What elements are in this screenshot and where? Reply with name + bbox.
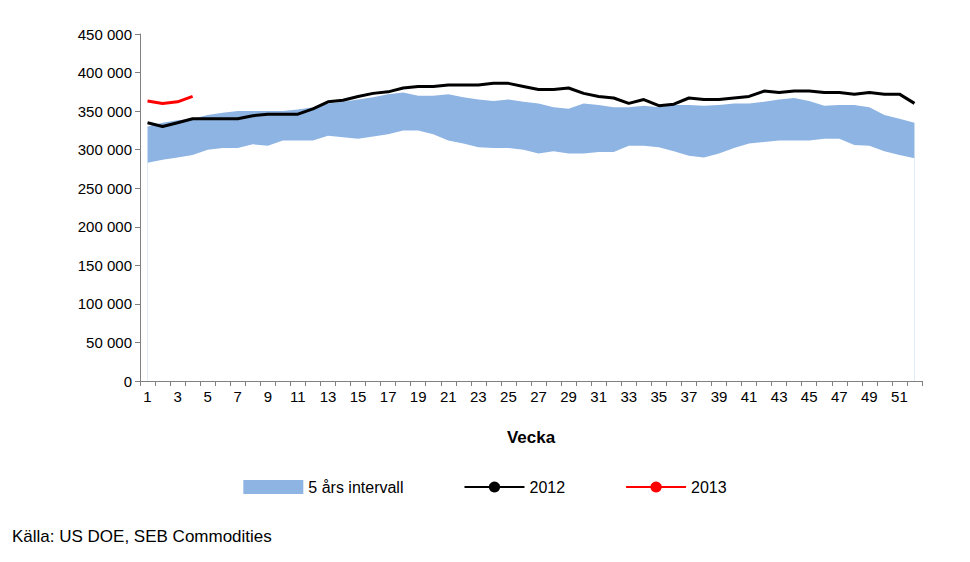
svg-text:1: 1 bbox=[143, 388, 151, 405]
svg-text:200 000: 200 000 bbox=[78, 218, 132, 235]
svg-text:150 000: 150 000 bbox=[78, 257, 132, 274]
svg-text:350 000: 350 000 bbox=[78, 103, 132, 120]
svg-text:23: 23 bbox=[470, 388, 487, 405]
svg-text:5 års intervall: 5 års intervall bbox=[308, 479, 403, 496]
svg-text:25: 25 bbox=[500, 388, 517, 405]
svg-text:300 000: 300 000 bbox=[78, 141, 132, 158]
svg-text:15: 15 bbox=[350, 388, 367, 405]
svg-text:33: 33 bbox=[620, 388, 637, 405]
svg-text:41: 41 bbox=[741, 388, 758, 405]
svg-text:13: 13 bbox=[320, 388, 337, 405]
svg-text:100 000: 100 000 bbox=[78, 295, 132, 312]
svg-text:17: 17 bbox=[380, 388, 397, 405]
svg-text:29: 29 bbox=[560, 388, 577, 405]
svg-text:43: 43 bbox=[771, 388, 788, 405]
svg-text:5: 5 bbox=[204, 388, 212, 405]
svg-text:35: 35 bbox=[650, 388, 667, 405]
svg-text:39: 39 bbox=[711, 388, 728, 405]
svg-text:400 000: 400 000 bbox=[78, 64, 132, 81]
svg-text:37: 37 bbox=[681, 388, 698, 405]
svg-text:250 000: 250 000 bbox=[78, 180, 132, 197]
svg-text:0: 0 bbox=[124, 373, 132, 390]
svg-text:2013: 2013 bbox=[691, 479, 727, 496]
svg-text:3: 3 bbox=[173, 388, 181, 405]
svg-text:Vecka: Vecka bbox=[507, 428, 556, 447]
svg-text:Källa: US DOE, SEB Commodities: Källa: US DOE, SEB Commodities bbox=[12, 527, 272, 546]
svg-text:45: 45 bbox=[801, 388, 818, 405]
svg-text:31: 31 bbox=[590, 388, 607, 405]
svg-text:450 000: 450 000 bbox=[78, 26, 132, 43]
svg-text:47: 47 bbox=[831, 388, 848, 405]
svg-text:27: 27 bbox=[530, 388, 547, 405]
svg-text:51: 51 bbox=[891, 388, 908, 405]
svg-text:50 000: 50 000 bbox=[86, 334, 132, 351]
svg-text:49: 49 bbox=[861, 388, 878, 405]
svg-text:7: 7 bbox=[234, 388, 242, 405]
svg-text:11: 11 bbox=[290, 388, 306, 405]
svg-text:19: 19 bbox=[410, 388, 427, 405]
svg-text:21: 21 bbox=[440, 388, 457, 405]
svg-text:9: 9 bbox=[264, 388, 272, 405]
svg-text:2012: 2012 bbox=[529, 479, 565, 496]
